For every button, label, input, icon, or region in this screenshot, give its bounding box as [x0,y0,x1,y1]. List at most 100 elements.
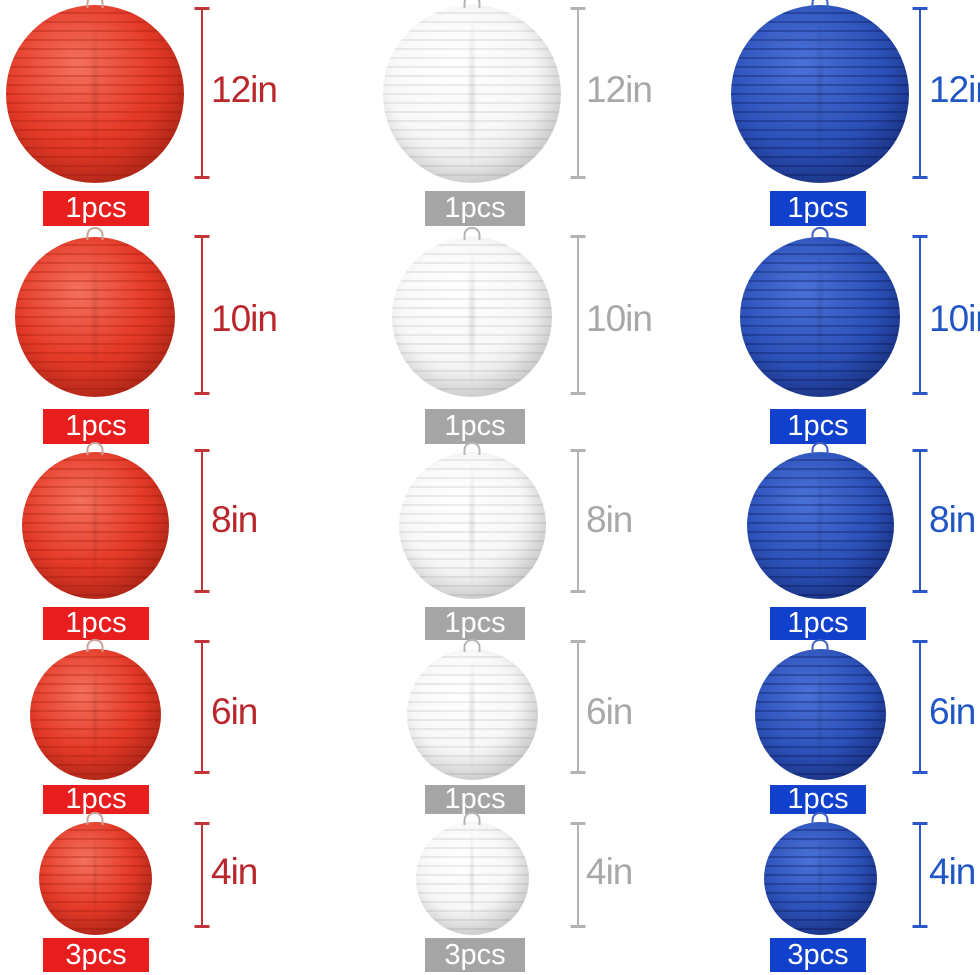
red-paper-lantern-8in [21,442,169,599]
measure-line-bar [201,823,203,927]
measure-line-top-cap [570,235,586,238]
size-label-red-6in: 6in [211,691,258,732]
measure-line-blue-12in [912,7,928,179]
measure-line-top-cap [194,822,210,825]
measure-line-bottom-cap [570,590,586,593]
lantern-seam-shading [468,654,476,775]
measure-line-bottom-cap [912,771,928,774]
lantern-hanger-loop [86,639,104,652]
lantern-hanger-loop [463,812,481,825]
measure-line-bar [919,236,921,394]
measure-line-bottom-cap [194,925,210,928]
measure-line-blue-6in [912,640,928,774]
red-paper-lantern-12in [6,0,184,183]
lantern-seam-shading [467,457,477,594]
measure-line-bottom-cap [912,176,928,179]
measure-line-bar [919,8,921,178]
white-paper-lantern-12in [383,0,561,183]
red-paper-lantern-10in [15,227,175,397]
size-label-white-6in: 6in [586,691,633,732]
lantern-seam-shading [91,826,99,931]
lantern-hanger-loop [86,0,104,8]
lantern-hanger-loop [86,812,104,825]
blue-qty-badge-6in: 1pcs [770,783,866,815]
measure-line-bar [919,450,921,592]
lantern-seam-shading [815,243,825,391]
measure-line-bar [577,450,579,592]
lantern-hanger-loop [86,227,104,240]
measure-line-red-10in [194,235,210,395]
measure-line-white-8in [570,449,586,593]
lantern-seam-shading [815,457,825,594]
measure-line-bar [919,641,921,773]
measure-line-bottom-cap [194,392,210,395]
white-qty-badge-12in: 1pcs [425,191,525,226]
size-label-blue-10in: 10in [929,298,980,339]
white-qty-badge-10in: 1pcs [425,409,525,444]
measure-line-bottom-cap [570,392,586,395]
lantern-seam-shading [816,654,824,775]
blue-qty-badge-10in: 1pcs [770,409,866,444]
lantern-hanger-loop [463,227,481,240]
measure-line-blue-4in [912,822,928,928]
size-label-blue-6in: 6in [929,691,976,732]
blue-qty-badge-12in: 1pcs [770,191,866,226]
size-label-white-4in: 4in [586,851,633,892]
size-label-red-10in: 10in [211,298,278,339]
size-label-white-10in: 10in [586,298,653,339]
measure-line-white-4in [570,822,586,928]
blue-paper-lantern-8in [746,442,894,599]
measure-line-top-cap [912,449,928,452]
red-qty-badge-8in: 1pcs [43,607,149,640]
measure-line-bottom-cap [570,176,586,179]
lantern-seam-shading [468,826,476,931]
measure-line-top-cap [912,822,928,825]
blue-paper-lantern-6in [754,639,886,780]
lantern-seam-shading [90,243,100,391]
lantern-hanger-loop [811,227,829,240]
measure-line-top-cap [194,640,210,643]
size-label-blue-8in: 8in [929,499,976,540]
lantern-hanger-loop [463,442,481,455]
measure-line-blue-10in [912,235,928,395]
size-label-red-12in: 12in [211,69,278,110]
white-paper-lantern-10in [392,227,552,397]
measure-line-red-4in [194,822,210,928]
measure-line-bar [201,236,203,394]
measure-line-bottom-cap [194,771,210,774]
red-qty-badge-10in: 1pcs [43,409,149,444]
measure-line-white-6in [570,640,586,774]
lantern-hanger-loop [463,639,481,652]
white-paper-lantern-4in [415,812,529,935]
white-qty-badge-4in: 3pcs [425,938,525,972]
measure-line-bottom-cap [570,925,586,928]
white-paper-lantern-8in [398,442,546,599]
measure-line-bar [201,641,203,773]
lantern-seam-shading [467,243,477,391]
measure-line-top-cap [912,235,928,238]
lantern-seam-shading [814,12,826,176]
measure-line-bottom-cap [194,590,210,593]
measure-line-top-cap [570,7,586,10]
lantern-seam-shading [466,12,478,176]
lantern-hanger-loop [86,442,104,455]
measure-line-top-cap [912,7,928,10]
measure-line-bar [577,236,579,394]
lantern-hanger-loop [811,812,829,825]
size-label-blue-4in: 4in [929,851,976,892]
size-label-red-8in: 8in [211,499,258,540]
measure-line-top-cap [570,640,586,643]
measure-line-bar [577,823,579,927]
red-qty-badge-12in: 1pcs [43,191,149,226]
measure-line-bottom-cap [912,392,928,395]
measure-line-top-cap [194,7,210,10]
red-qty-badge-4in: 3pcs [43,938,149,972]
measure-line-bar [577,8,579,178]
lantern-seam-shading [90,457,100,594]
blue-paper-lantern-4in [763,812,877,935]
measure-line-top-cap [194,235,210,238]
lantern-hanger-loop [811,0,829,8]
size-label-white-8in: 8in [586,499,633,540]
lantern-hanger-loop [811,639,829,652]
size-label-blue-12in: 12in [929,69,980,110]
